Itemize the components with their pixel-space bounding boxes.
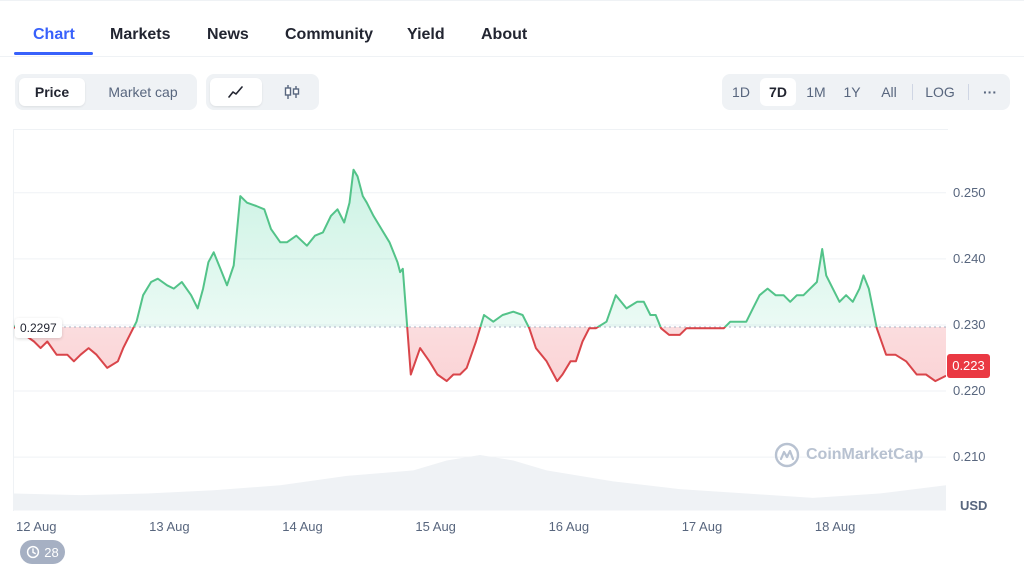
- range-7d-button[interactable]: 7D: [760, 78, 796, 106]
- coinmarketcap-logo-icon: [774, 442, 800, 468]
- price-line-down: [14, 326, 946, 383]
- x-tick-label: 13 Aug: [149, 519, 190, 534]
- tab-markets[interactable]: Markets: [110, 26, 171, 43]
- history-button[interactable]: 28: [20, 540, 65, 564]
- range-divider: [968, 84, 969, 100]
- chart-area-frame: [13, 129, 948, 511]
- y-tick-label: 0.210: [953, 449, 986, 464]
- y-tick-label: 0.240: [953, 251, 986, 266]
- range-selector: 1D 7D 1M 1Y All LOG ···: [722, 74, 1010, 110]
- current-price-badge: 0.223: [947, 354, 990, 378]
- x-tick-label: 16 Aug: [549, 519, 590, 534]
- price-chart[interactable]: 0.210 0.220 0.230 0.240 0.250 12 Aug 13 Aug 14 …: [0, 0, 1024, 560]
- range-divider: [912, 84, 913, 100]
- x-tick-label: 18 Aug: [815, 519, 856, 534]
- volume-area: [14, 455, 946, 510]
- log-scale-button[interactable]: LOG: [925, 84, 955, 100]
- x-tick-label: 17 Aug: [682, 519, 723, 534]
- tab-bar: Chart Markets News Community Yield About: [0, 0, 1024, 57]
- tab-yield[interactable]: Yield: [407, 26, 445, 43]
- y-tick-label: 0.230: [953, 317, 986, 332]
- metric-toggle: Price Market cap: [15, 74, 197, 110]
- chart-style-toggle: [206, 74, 319, 110]
- line-chart-button[interactable]: [210, 78, 262, 106]
- price-area-above-baseline: [14, 169, 946, 327]
- x-tick-label: 12 Aug: [16, 519, 57, 534]
- active-tab-indicator: [14, 52, 93, 55]
- x-tick-label: 15 Aug: [415, 519, 456, 534]
- history-count: 28: [44, 544, 59, 560]
- currency-unit-label: USD: [960, 498, 988, 513]
- candlestick-button[interactable]: [268, 78, 316, 106]
- tab-news[interactable]: News: [207, 26, 249, 43]
- watermark-text: CoinMarketCap: [806, 446, 924, 463]
- price-line-up: [14, 168, 878, 327]
- candlestick-icon: [284, 85, 300, 99]
- line-chart-icon: [228, 86, 243, 98]
- y-tick-label: 0.250: [953, 185, 986, 200]
- range-1y-button[interactable]: 1Y: [843, 84, 861, 100]
- tab-about[interactable]: About: [481, 26, 528, 43]
- price-button[interactable]: Price: [19, 78, 85, 106]
- tab-chart[interactable]: Chart: [33, 26, 75, 43]
- watermark: CoinMarketCap: [774, 442, 923, 468]
- history-icon: [27, 545, 40, 559]
- range-all-button[interactable]: All: [881, 84, 897, 100]
- market-cap-button[interactable]: Market cap: [108, 84, 178, 100]
- x-tick-label: 14 Aug: [282, 519, 323, 534]
- tab-community[interactable]: Community: [285, 26, 373, 43]
- range-1d-button[interactable]: 1D: [732, 84, 750, 100]
- price-area-below-baseline: [14, 326, 946, 382]
- range-1m-button[interactable]: 1M: [806, 84, 826, 100]
- baseline-price-label: 0.2297: [15, 318, 62, 338]
- y-tick-label: 0.220: [953, 383, 986, 398]
- top-border: [0, 0, 1024, 1]
- more-options-button[interactable]: ···: [983, 84, 997, 100]
